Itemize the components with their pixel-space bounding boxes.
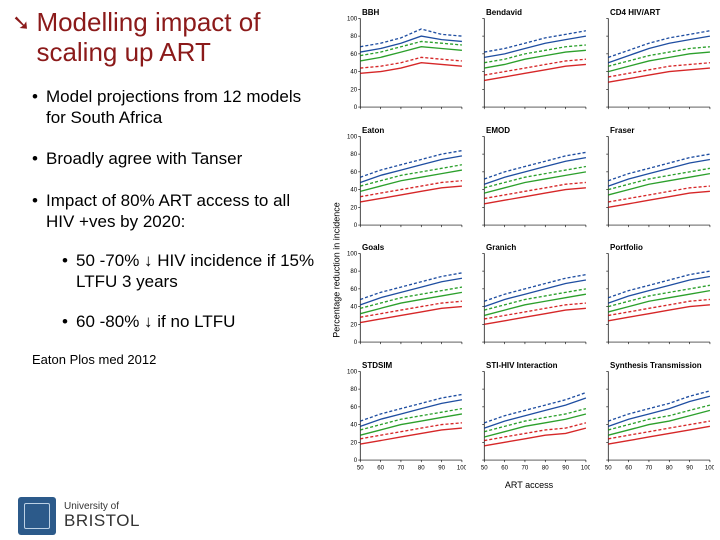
chart-panel: Eaton 0 20 40 60 80 100 xyxy=(344,124,466,240)
svg-text:100: 100 xyxy=(347,133,358,140)
title-row: ➘ Modelling impact of scaling up ART xyxy=(12,8,316,68)
svg-text:60: 60 xyxy=(350,403,357,410)
chart-panel: Bendavid xyxy=(468,6,590,122)
svg-text:100: 100 xyxy=(347,15,358,22)
university-logo: University of BRISTOL xyxy=(18,497,140,535)
chart-panel: STDSIM 0 20 40 60 80 100 50 60 70 80 90 100 xyxy=(344,359,466,475)
y-axis-label: Percentage reduction in incidence xyxy=(331,202,341,338)
svg-text:100: 100 xyxy=(457,464,466,471)
svg-text:90: 90 xyxy=(562,464,569,471)
bullet-text: Impact of 80% ART access to all HIV +ves… xyxy=(46,191,290,231)
chart-panel: Fraser xyxy=(592,124,714,240)
svg-text:0: 0 xyxy=(354,222,358,229)
svg-text:70: 70 xyxy=(646,464,653,471)
svg-text:70: 70 xyxy=(398,464,405,471)
svg-text:100: 100 xyxy=(581,464,590,471)
crest-icon xyxy=(18,497,56,535)
sub-bullet-item: 50 -70% ↓ HIV incidence if 15% LTFU 3 ye… xyxy=(62,250,316,293)
panel-title: Granich xyxy=(486,243,516,252)
svg-text:80: 80 xyxy=(418,464,425,471)
chart-panel: CD4 HIV/ART xyxy=(592,6,714,122)
svg-text:60: 60 xyxy=(350,168,357,175)
svg-text:80: 80 xyxy=(350,386,357,393)
svg-text:80: 80 xyxy=(350,33,357,40)
chart-panel: STI-HIV Interaction 50 60 70 80 90 100 xyxy=(468,359,590,475)
panel-title: CD4 HIV/ART xyxy=(610,8,660,17)
panel-title: Portfolio xyxy=(610,243,643,252)
panel-title: Fraser xyxy=(610,126,634,135)
bullet-list: Model projections from 12 models for Sou… xyxy=(12,86,316,332)
arrow-icon: ➘ xyxy=(12,12,30,34)
svg-text:20: 20 xyxy=(350,439,357,446)
svg-text:20: 20 xyxy=(350,321,357,328)
slide: ➘ Modelling impact of scaling up ART Mod… xyxy=(0,0,720,540)
panel-title: Synthesis Transmission xyxy=(610,361,702,370)
sub-bullet-item: 60 -80% ↓ if no LTFU xyxy=(62,311,316,332)
svg-text:90: 90 xyxy=(686,464,693,471)
svg-text:100: 100 xyxy=(705,464,714,471)
panel-title: STDSIM xyxy=(362,361,392,370)
chart-panel: BBH 0 20 40 60 80 100 xyxy=(344,6,466,122)
chart-panel: Portfolio xyxy=(592,241,714,357)
svg-text:50: 50 xyxy=(481,464,488,471)
svg-text:40: 40 xyxy=(350,421,357,428)
panel-title: Goals xyxy=(362,243,384,252)
bullet-item: Model projections from 12 models for Sou… xyxy=(32,86,316,129)
svg-text:60: 60 xyxy=(625,464,632,471)
svg-text:60: 60 xyxy=(501,464,508,471)
logo-text: University of BRISTOL xyxy=(64,501,140,531)
svg-text:50: 50 xyxy=(605,464,612,471)
svg-text:80: 80 xyxy=(666,464,673,471)
chart-panel: EMOD xyxy=(468,124,590,240)
slide-title: Modelling impact of scaling up ART xyxy=(36,8,316,68)
logo-line2: BRISTOL xyxy=(64,512,140,531)
svg-text:0: 0 xyxy=(354,339,358,346)
svg-text:20: 20 xyxy=(350,86,357,93)
chart-panel: Synthesis Transmission 50 60 70 80 90 100 xyxy=(592,359,714,475)
svg-text:60: 60 xyxy=(377,464,384,471)
panel-title: EMOD xyxy=(486,126,510,135)
svg-text:60: 60 xyxy=(350,51,357,58)
panel-title: Bendavid xyxy=(486,8,522,17)
citation: Eaton Plos med 2012 xyxy=(32,352,316,367)
svg-text:60: 60 xyxy=(350,286,357,293)
svg-text:90: 90 xyxy=(438,464,445,471)
x-axis-label: ART access xyxy=(344,480,714,490)
svg-text:40: 40 xyxy=(350,304,357,311)
svg-text:0: 0 xyxy=(354,457,358,464)
chart-panel: Goals 0 20 40 60 80 100 xyxy=(344,241,466,357)
panel-title: Eaton xyxy=(362,126,384,135)
svg-text:80: 80 xyxy=(350,268,357,275)
bullet-item: Impact of 80% ART access to all HIV +ves… xyxy=(32,190,316,332)
svg-text:70: 70 xyxy=(522,464,529,471)
footer-strip: University of BRISTOL xyxy=(0,492,720,540)
svg-text:40: 40 xyxy=(350,186,357,193)
svg-text:50: 50 xyxy=(357,464,364,471)
chart-grid: BBH 0 20 40 60 80 100 Bendavid CD4 HIV/ART Eaton 0… xyxy=(344,6,714,474)
sub-bullet-list: 50 -70% ↓ HIV incidence if 15% LTFU 3 ye… xyxy=(46,250,316,332)
svg-text:80: 80 xyxy=(542,464,549,471)
bullet-item: Broadly agree with Tanser xyxy=(32,148,316,169)
left-column: ➘ Modelling impact of scaling up ART Mod… xyxy=(0,0,322,540)
svg-text:40: 40 xyxy=(350,69,357,76)
panel-title: BBH xyxy=(362,8,379,17)
right-column: Percentage reduction in incidence BBH 0 20… xyxy=(322,0,720,540)
svg-text:100: 100 xyxy=(347,368,358,375)
svg-text:0: 0 xyxy=(354,104,358,111)
svg-text:20: 20 xyxy=(350,204,357,211)
panel-title: STI-HIV Interaction xyxy=(486,361,558,370)
chart-panel: Granich xyxy=(468,241,590,357)
svg-text:80: 80 xyxy=(350,151,357,158)
chart-area: Percentage reduction in incidence BBH 0 20… xyxy=(322,4,716,536)
svg-text:100: 100 xyxy=(347,250,358,257)
